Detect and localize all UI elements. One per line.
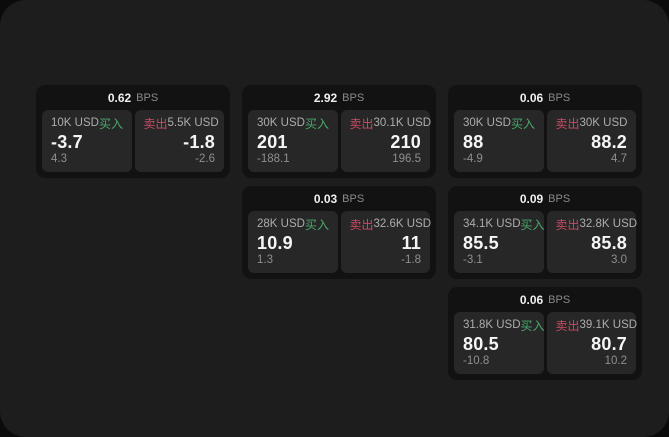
sell-notional: 30K USD (579, 117, 628, 130)
sell-price: 11 (401, 233, 421, 253)
buy-side-label: 买入 (304, 117, 329, 131)
quote-panels: 30K USD 买入 201 -188.1 卖出 30.1K USD 210 1… (248, 110, 432, 172)
sell-quote-tile[interactable]: 卖出 32.8K USD 85.8 3.0 (546, 211, 638, 273)
buy-side-label: 买入 (520, 218, 545, 232)
buy-side-label: 买入 (510, 117, 535, 131)
sell-side-label: 卖出 (349, 117, 374, 131)
buy-quote-tile[interactable]: 31.8K USD 买入 80.5 -10.8 (454, 312, 545, 374)
quote-card-6: 0.06 BPS 31.8K USD 买入 80.5 -10.8 卖出 39.1… (448, 287, 642, 380)
buy-price: 80.5 (463, 334, 499, 354)
sell-price: 210 (390, 132, 421, 152)
sell-delta: -2.6 (195, 152, 215, 165)
sell-quote-tile[interactable]: 卖出 30K USD 88.2 4.7 (546, 110, 636, 172)
bps-header: 2.92 BPS (248, 85, 430, 110)
bps-value: 0.62 (107, 90, 132, 105)
sell-side-label: 卖出 (349, 218, 374, 232)
sell-delta: 4.7 (611, 152, 627, 165)
buy-delta: 1.3 (257, 253, 273, 266)
buy-delta: -3.1 (463, 253, 483, 266)
sell-quote-tile[interactable]: 卖出 30.1K USD 210 196.5 (340, 110, 432, 172)
buy-notional: 30K USD (257, 117, 305, 130)
buy-price: 201 (257, 132, 288, 152)
sell-quote-tile[interactable]: 卖出 5.5K USD -1.8 -2.6 (134, 110, 224, 172)
bps-unit-label: BPS (342, 192, 365, 205)
buy-delta: -10.8 (463, 354, 490, 367)
bps-header: 0.62 BPS (42, 85, 224, 110)
bps-unit-label: BPS (342, 91, 365, 104)
bps-header: 0.03 BPS (248, 186, 430, 211)
bps-value: 0.09 (519, 191, 544, 206)
bps-header: 0.06 BPS (454, 287, 636, 312)
buy-price: -3.7 (51, 132, 83, 152)
buy-notional: 30K USD (463, 117, 511, 130)
buy-side-label: 买入 (304, 218, 329, 232)
buy-quote-tile[interactable]: 10K USD 买入 -3.7 4.3 (42, 110, 132, 172)
buy-price: 88 (463, 132, 484, 152)
buy-notional: 28K USD (257, 218, 305, 231)
buy-quote-tile[interactable]: 28K USD 买入 10.9 1.3 (248, 211, 338, 273)
quote-card-5: 0.09 BPS 34.1K USD 买入 85.5 -3.1 卖出 32.8K… (448, 186, 642, 279)
buy-notional: 31.8K USD (463, 319, 521, 332)
bps-unit-label: BPS (548, 91, 571, 104)
bps-value: 0.03 (313, 191, 338, 206)
bps-unit-label: BPS (548, 192, 571, 205)
buy-side-label: 买入 (520, 319, 545, 333)
quote-panels: 28K USD 买入 10.9 1.3 卖出 32.6K USD 11 -1.8 (248, 211, 432, 273)
quote-panels: 10K USD 买入 -3.7 4.3 卖出 5.5K USD -1.8 -2.… (42, 110, 224, 172)
quote-panels: 34.1K USD 买入 85.5 -3.1 卖出 32.8K USD 85.8… (454, 211, 638, 273)
sell-delta: 3.0 (611, 253, 627, 266)
quote-panels: 31.8K USD 买入 80.5 -10.8 卖出 39.1K USD 80.… (454, 312, 638, 374)
sell-price: 88.2 (591, 132, 627, 152)
sell-side-label: 卖出 (143, 117, 168, 131)
quote-card-2: 2.92 BPS 30K USD 买入 201 -188.1 卖出 30.1K … (242, 85, 436, 178)
bps-value: 0.06 (519, 292, 544, 307)
quote-card-1: 0.62 BPS 10K USD 买入 -3.7 4.3 卖出 5.5K USD (36, 85, 230, 178)
buy-quote-tile[interactable]: 30K USD 买入 201 -188.1 (248, 110, 338, 172)
sell-delta: 10.2 (604, 354, 627, 367)
buy-side-label: 买入 (98, 117, 123, 131)
quote-card-4: 0.03 BPS 28K USD 买入 10.9 1.3 卖出 32.6K US… (242, 186, 436, 279)
buy-quote-tile[interactable]: 34.1K USD 买入 85.5 -3.1 (454, 211, 545, 273)
quote-cards-grid: 0.62 BPS 10K USD 买入 -3.7 4.3 卖出 5.5K USD (36, 85, 642, 380)
buy-quote-tile[interactable]: 30K USD 买入 88 -4.9 (454, 110, 544, 172)
sell-quote-tile[interactable]: 卖出 39.1K USD 80.7 10.2 (546, 312, 638, 374)
buy-price: 10.9 (257, 233, 293, 253)
bps-header: 0.06 BPS (454, 85, 636, 110)
sell-delta: 196.5 (392, 152, 421, 165)
sell-notional: 32.6K USD (373, 218, 432, 231)
sell-side-label: 卖出 (555, 117, 580, 131)
bps-unit-label: BPS (136, 91, 159, 104)
sell-quote-tile[interactable]: 卖出 32.6K USD 11 -1.8 (340, 211, 432, 273)
quote-panels: 30K USD 买入 88 -4.9 卖出 30K USD 88.2 4.7 (454, 110, 636, 172)
buy-delta: 4.3 (51, 152, 67, 165)
bps-unit-label: BPS (548, 293, 571, 306)
sell-side-label: 卖出 (555, 218, 580, 232)
sell-price: 85.8 (591, 233, 627, 253)
sell-price: 80.7 (591, 334, 627, 354)
sell-price: -1.8 (183, 132, 215, 152)
buy-delta: -188.1 (257, 152, 290, 165)
sell-notional: 32.8K USD (579, 218, 638, 231)
bps-value: 2.92 (313, 90, 338, 105)
bps-value: 0.06 (519, 90, 544, 105)
bps-header: 0.09 BPS (454, 186, 636, 211)
quote-card-3: 0.06 BPS 30K USD 买入 88 -4.9 卖出 30K USD (448, 85, 642, 178)
sell-notional: 39.1K USD (579, 319, 638, 332)
buy-notional: 34.1K USD (463, 218, 521, 231)
sell-notional: 30.1K USD (373, 117, 432, 130)
buy-delta: -4.9 (463, 152, 483, 165)
buy-notional: 10K USD (51, 117, 99, 130)
sell-delta: -1.8 (401, 253, 421, 266)
sell-side-label: 卖出 (555, 319, 580, 333)
sell-notional: 5.5K USD (167, 117, 219, 130)
buy-price: 85.5 (463, 233, 499, 253)
